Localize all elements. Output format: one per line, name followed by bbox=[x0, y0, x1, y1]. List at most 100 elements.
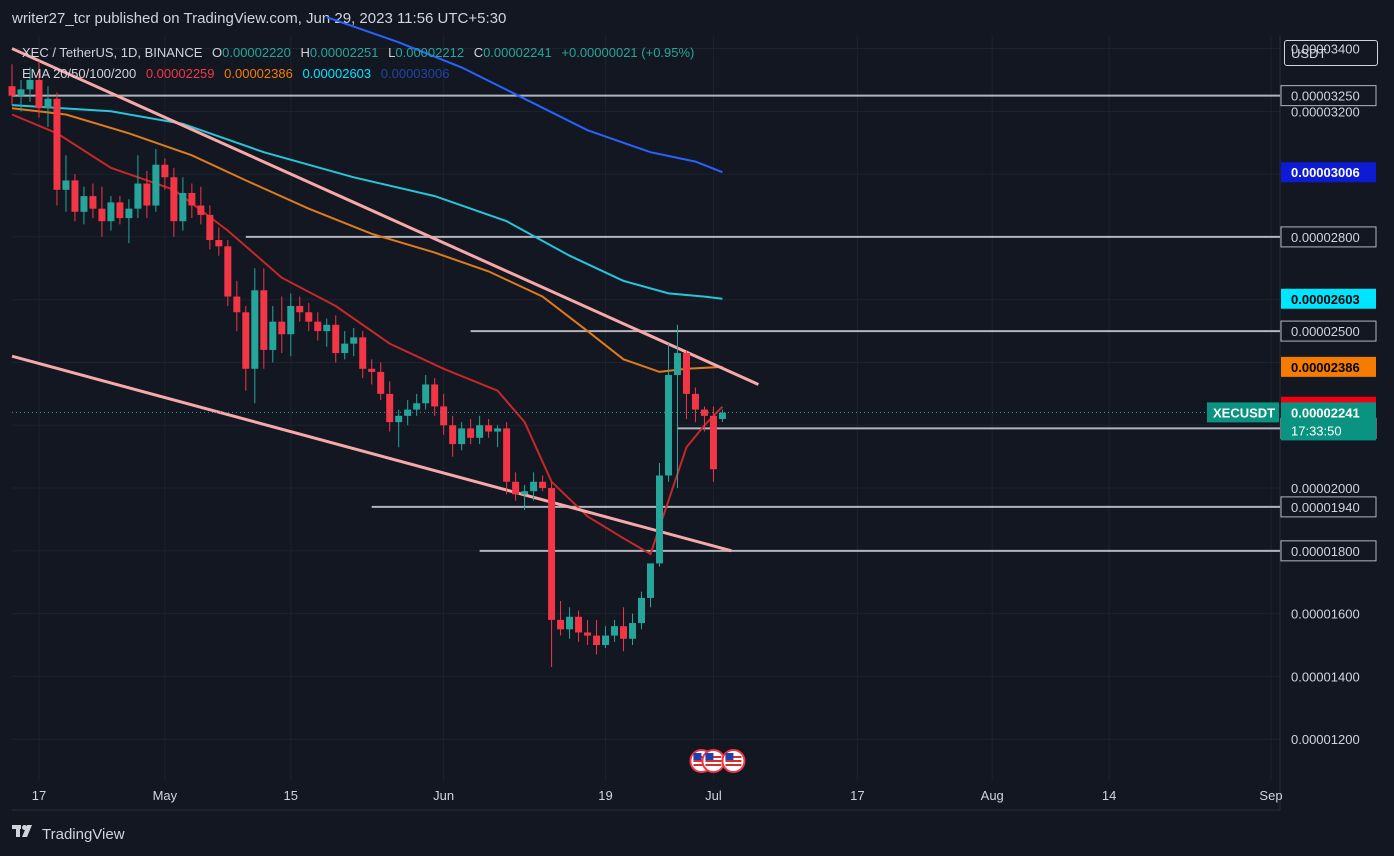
level-price-label: 0.00001940 bbox=[1291, 500, 1360, 515]
price-tick-label: 0.00002000 bbox=[1291, 481, 1360, 496]
level-price-label: 0.00002500 bbox=[1291, 324, 1360, 339]
candle-body bbox=[485, 425, 493, 432]
candle-body bbox=[422, 384, 430, 404]
candle-body bbox=[521, 491, 529, 495]
candle-body bbox=[655, 475, 663, 564]
candle-body bbox=[8, 86, 16, 96]
candle-body bbox=[251, 290, 259, 369]
price-tag-label: 0.00003006 bbox=[1291, 165, 1360, 180]
candle-body bbox=[35, 79, 43, 109]
candle-body bbox=[125, 208, 133, 219]
candle-body bbox=[718, 412, 726, 419]
candle-body bbox=[98, 208, 106, 222]
price-tick-label: 0.00001400 bbox=[1291, 669, 1360, 684]
candle-body bbox=[503, 428, 511, 482]
time-tick-label: 15 bbox=[284, 788, 298, 803]
candle-body bbox=[188, 192, 196, 206]
price-tick-label: 0.00001600 bbox=[1291, 607, 1360, 622]
time-tick-label: May bbox=[153, 788, 178, 803]
candle-body bbox=[575, 616, 583, 633]
candle-body bbox=[287, 305, 295, 335]
legend-h-label: H bbox=[300, 45, 310, 60]
candle-body bbox=[305, 312, 313, 322]
price-tag bbox=[1281, 402, 1376, 441]
us-flag-icon bbox=[701, 749, 726, 773]
candle-body bbox=[709, 415, 717, 470]
legend-c-value: 0.00002241 bbox=[483, 45, 552, 60]
time-tick-label: Jul bbox=[705, 788, 722, 803]
publish-info: writer27_tcr published on TradingView.co… bbox=[12, 10, 507, 27]
candle-body bbox=[377, 371, 385, 394]
level-price-tag bbox=[1280, 540, 1377, 562]
candle-body bbox=[107, 202, 115, 222]
level-price-tag bbox=[1280, 85, 1377, 107]
legend-change: +0.00000021 (+0.95%) bbox=[561, 45, 695, 60]
candle-body bbox=[611, 626, 619, 636]
price-tag bbox=[1281, 162, 1376, 183]
price-tag bbox=[1281, 288, 1376, 309]
channel-trendline bbox=[11, 47, 760, 386]
level-price-tag bbox=[1280, 320, 1377, 342]
legend-ema: EMA 20/50/100/200 0.00002259 0.00002386 … bbox=[22, 66, 449, 81]
candle-body bbox=[548, 488, 556, 620]
candle-body bbox=[629, 623, 637, 639]
price-tag-label: 0.00002241 bbox=[1291, 405, 1360, 420]
time-tick-label: 17 bbox=[32, 788, 46, 803]
candle-body bbox=[170, 177, 178, 222]
candle-body bbox=[458, 428, 466, 445]
legend-o-value: 0.00002220 bbox=[222, 45, 291, 60]
legend-l-label: L bbox=[388, 45, 396, 60]
candle-body bbox=[584, 632, 592, 636]
legend-c-label: C bbox=[473, 45, 484, 60]
candle-body bbox=[332, 324, 340, 354]
price-tag-label: 0.00002386 bbox=[1291, 360, 1360, 375]
candle-body bbox=[539, 481, 547, 489]
candle-body bbox=[413, 403, 421, 410]
time-tick-label: 19 bbox=[598, 788, 612, 803]
ema-line bbox=[11, 104, 723, 300]
candle-body bbox=[278, 321, 286, 335]
level-price-label: 0.00001800 bbox=[1291, 544, 1360, 559]
candle-body bbox=[179, 192, 187, 222]
legend-o-label: O bbox=[212, 45, 223, 60]
time-tick-label: Sep bbox=[1259, 788, 1282, 803]
candle-body bbox=[530, 481, 538, 492]
candle-body bbox=[557, 619, 565, 630]
price-tick-label: 0.00003400 bbox=[1291, 42, 1360, 57]
candle-body bbox=[682, 353, 690, 394]
candle-body bbox=[638, 597, 646, 624]
candle-body bbox=[296, 305, 304, 313]
legend-ema-label[interactable]: EMA 20/50/100/200 bbox=[22, 66, 137, 81]
candle-body bbox=[359, 337, 367, 369]
candle-body bbox=[89, 196, 97, 209]
candle-body bbox=[646, 563, 654, 598]
top-bar: writer27_tcr published on TradingView.co… bbox=[0, 0, 1394, 36]
candle-body bbox=[593, 635, 601, 646]
symbol-tag bbox=[1207, 402, 1279, 423]
candle-body bbox=[664, 375, 672, 476]
symbol-tag-label: XECUSDT bbox=[1213, 405, 1275, 420]
candle-body bbox=[467, 428, 475, 438]
candle-body bbox=[314, 321, 322, 332]
candle-body bbox=[620, 626, 628, 639]
currency-selector[interactable]: USDT bbox=[1284, 40, 1378, 66]
candle-body bbox=[395, 415, 403, 423]
candle-body bbox=[53, 98, 61, 190]
candle-body bbox=[161, 164, 169, 178]
legend-symbol[interactable]: XEC / TetherUS, 1D, BINANCE bbox=[22, 45, 203, 60]
legend-ema-20: 0.00002259 bbox=[145, 66, 215, 81]
price-tag bbox=[1281, 356, 1376, 377]
candle-body bbox=[215, 240, 223, 247]
candle-body bbox=[224, 246, 232, 297]
candle-body bbox=[17, 89, 25, 96]
candle-body bbox=[44, 98, 52, 109]
footer-brand: TradingView bbox=[12, 824, 125, 844]
time-tick-label: Jun bbox=[433, 788, 454, 803]
time-tick-label: 17 bbox=[850, 788, 864, 803]
candle-body bbox=[431, 384, 439, 407]
channel-trendline bbox=[11, 354, 732, 553]
candle-body bbox=[71, 180, 79, 212]
candle-body bbox=[134, 183, 142, 209]
candle-body bbox=[26, 79, 34, 90]
